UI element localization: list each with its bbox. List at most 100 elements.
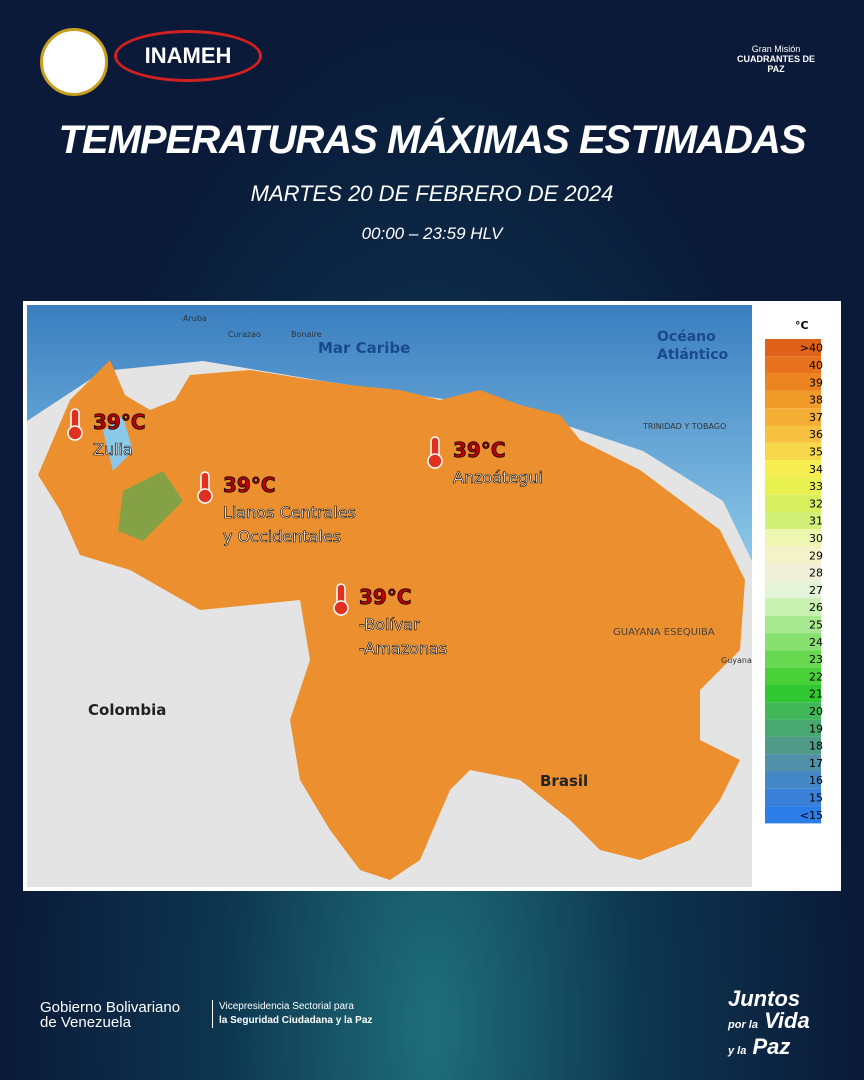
legend-swatch bbox=[765, 581, 821, 599]
legend-unit: °C bbox=[795, 319, 809, 332]
map-label: TRINIDAD Y TOBAGO bbox=[642, 422, 726, 431]
legend-label: 27 bbox=[809, 584, 823, 597]
cuadrantes-logo: Gran Misión CUADRANTES DE PAZ bbox=[736, 44, 816, 74]
subtitle: MARTES 20 DE FEBRERO DE 2024 bbox=[250, 181, 614, 206]
map-label: Mar Caribe bbox=[318, 339, 410, 357]
temp-label: 39°C bbox=[359, 585, 412, 609]
legend-swatch bbox=[765, 615, 821, 634]
legend-swatch bbox=[765, 442, 821, 461]
legend-label: 35 bbox=[809, 445, 823, 458]
map-label: Bonaire bbox=[291, 330, 322, 339]
legend-label: 37 bbox=[809, 411, 823, 424]
time-range: 00:00 – 23:59 HLV bbox=[361, 224, 503, 243]
map-label: Brasil bbox=[540, 772, 588, 790]
map-label: Guyana bbox=[721, 656, 752, 665]
legend-label: 39 bbox=[809, 376, 823, 389]
logo-text: Gran Misión bbox=[751, 44, 801, 54]
slogan-text: por la bbox=[728, 1019, 758, 1031]
legend-swatch bbox=[765, 339, 821, 357]
legend-swatch bbox=[765, 719, 821, 737]
thermometer bbox=[333, 600, 349, 616]
legend-label: 19 bbox=[809, 722, 823, 735]
legend-label: 34 bbox=[809, 463, 823, 476]
thermometer bbox=[67, 425, 83, 441]
legend-swatch bbox=[765, 390, 821, 409]
temp-label: 39°C bbox=[93, 410, 146, 434]
legend-label: >40 bbox=[800, 342, 823, 355]
legend-swatch bbox=[765, 373, 821, 391]
legend-label: 29 bbox=[809, 549, 823, 562]
legend-label: 32 bbox=[809, 497, 823, 510]
legend-label: 31 bbox=[809, 515, 823, 528]
legend-label: 24 bbox=[809, 636, 823, 649]
legend-label: 33 bbox=[809, 480, 823, 493]
region-label: -Amazonas bbox=[359, 639, 447, 658]
legend-swatch bbox=[765, 494, 821, 512]
region-label: Zulia bbox=[93, 440, 133, 459]
thermometer bbox=[197, 488, 213, 504]
legend-label: 28 bbox=[809, 567, 823, 580]
legend-label: 36 bbox=[809, 428, 823, 441]
legend-swatch bbox=[765, 563, 821, 582]
legend-swatch bbox=[765, 633, 821, 651]
legend-label: 40 bbox=[809, 359, 823, 372]
legend-label: 21 bbox=[809, 688, 823, 701]
region-label: Anzoátegui bbox=[453, 468, 543, 487]
legend-label: 38 bbox=[809, 394, 823, 407]
map-label: Colombia bbox=[88, 701, 166, 719]
region-label: y Occidentales bbox=[223, 527, 341, 546]
map-label: Aruba bbox=[183, 314, 207, 323]
thermometer bbox=[427, 453, 443, 469]
map-label: Curazao bbox=[228, 330, 261, 339]
inameh-logo: INAMEH bbox=[114, 30, 262, 82]
legend-label: 16 bbox=[809, 774, 823, 787]
legend-swatch bbox=[765, 408, 821, 426]
legend-label: 18 bbox=[809, 740, 823, 753]
slogan-text: Juntos bbox=[728, 986, 801, 1011]
gov-text: Gobierno Bolivariano bbox=[40, 999, 181, 1016]
legend-label: 15 bbox=[809, 791, 823, 804]
legend-swatch bbox=[765, 650, 821, 668]
map-label: GUAYANA ESEQUIBA bbox=[613, 627, 715, 638]
map: Mar Caribe Océano Atlántico Colombia Brasil G… bbox=[23, 301, 841, 891]
lake-maracaibo bbox=[103, 416, 133, 471]
andes bbox=[118, 471, 183, 541]
legend-swatch bbox=[765, 598, 821, 616]
region-label: Llanos Centrales bbox=[223, 503, 356, 522]
title: TEMPERATURAS MÁXIMAS ESTIMADAS bbox=[58, 118, 806, 162]
legend-swatch bbox=[765, 425, 821, 443]
map-label: Océano bbox=[657, 329, 716, 345]
legend-swatch bbox=[765, 736, 821, 755]
temp-label: 39°C bbox=[453, 438, 506, 462]
legend-swatch bbox=[765, 771, 821, 789]
legend-swatch bbox=[765, 754, 821, 772]
legend-label: 30 bbox=[809, 532, 823, 545]
venezuela bbox=[38, 360, 745, 880]
vice-text: la Seguridad Ciudadana y la Paz bbox=[219, 1015, 373, 1026]
legend-label: 22 bbox=[809, 670, 823, 683]
slogan: Juntos por la Vida y la Paz bbox=[728, 988, 810, 1062]
slogan-text: Vida bbox=[764, 1008, 810, 1033]
logo-text: CUADRANTES DE PAZ bbox=[736, 54, 815, 74]
legend-label: 20 bbox=[809, 705, 823, 718]
legend-swatch bbox=[765, 667, 821, 685]
legend-swatch bbox=[765, 529, 821, 547]
legend-swatch bbox=[765, 788, 821, 807]
legend-label: <15 bbox=[800, 809, 823, 822]
legend-label: 23 bbox=[809, 653, 823, 666]
legend-label: 26 bbox=[809, 601, 823, 614]
map-label: Atlántico bbox=[657, 347, 729, 363]
vice-logo: Vicepresidencia Sectorial para la Segurid… bbox=[212, 1000, 372, 1028]
vice-text: Vicepresidencia Sectorial para bbox=[219, 1001, 354, 1012]
gov-logo: Gobierno Bolivariano de Venezuela bbox=[40, 1000, 180, 1030]
legend-swatch bbox=[765, 356, 821, 374]
legend-swatch bbox=[765, 685, 821, 703]
emblem bbox=[40, 28, 108, 96]
legend-swatch bbox=[765, 806, 821, 824]
region-label: -Bolívar bbox=[359, 615, 420, 634]
legend-label: 17 bbox=[809, 757, 823, 770]
slogan-text: y la bbox=[728, 1045, 747, 1057]
sea bbox=[27, 305, 752, 561]
gov-text: de Venezuela bbox=[40, 1014, 131, 1031]
legend-swatch bbox=[765, 460, 821, 478]
